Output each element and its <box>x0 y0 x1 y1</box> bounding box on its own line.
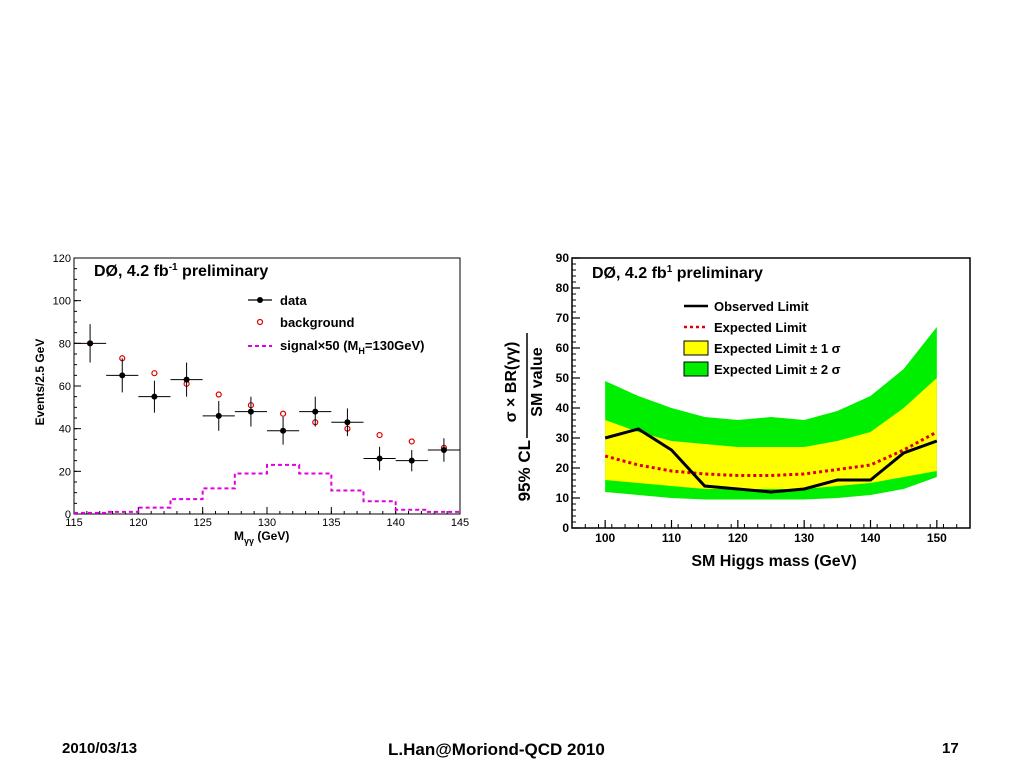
legend-band2-swatch <box>683 361 709 377</box>
legend-expected-label: Expected Limit <box>714 320 807 335</box>
footer-date: 2010/03/13 <box>62 740 138 757</box>
data-point <box>312 408 319 415</box>
left-x-tick-label: 145 <box>451 517 469 529</box>
right-y-axis-label: 95% CL σ × BR(γγ) SM value <box>503 333 546 501</box>
data-point <box>183 376 190 383</box>
left-y-tick-label: 60 <box>59 381 71 393</box>
right-y-tick-label: 50 <box>556 371 570 385</box>
legend-background-marker <box>256 318 264 326</box>
right-x-axis-label: SM Higgs mass (GeV) <box>691 553 856 570</box>
expected-limit-line <box>604 430 938 477</box>
footer-page-number: 17 <box>942 740 959 757</box>
signal-histogram <box>74 463 460 514</box>
right-y-tick-label: 90 <box>556 251 570 265</box>
data-point <box>215 412 222 419</box>
data-point <box>247 408 254 415</box>
right-y-tick-label: 20 <box>556 461 570 475</box>
background-point <box>408 438 415 445</box>
legend-band2-label: Expected Limit ± 2 σ <box>714 362 841 377</box>
legend-signal-label: signal×50 (MH=130GeV) <box>280 338 425 356</box>
left-y-tick-label: 0 <box>65 509 71 521</box>
data-point <box>151 393 158 400</box>
left-x-tick-label: 125 <box>193 517 211 529</box>
right-x-tick-label: 130 <box>794 531 814 545</box>
legend-data-label: data <box>280 293 308 308</box>
right-x-tick-label: 100 <box>595 531 615 545</box>
left-chart-title: DØ, 4.2 fb-1 preliminary <box>94 262 268 280</box>
right-x-tick-label: 110 <box>662 531 682 545</box>
data-point <box>87 340 94 347</box>
legend-band1-swatch <box>683 340 709 356</box>
data-point <box>376 455 383 462</box>
data-point <box>280 427 287 434</box>
data-point <box>119 372 126 379</box>
right-y-tick-label: 40 <box>556 401 570 415</box>
background-point <box>279 410 287 417</box>
left-chart-panel: 115 120 125 130 135 140 145 0 20 40 60 80 100 120 DØ,… <box>28 246 484 546</box>
left-y-tick-label: 80 <box>59 338 71 350</box>
right-y-axis-prefix: 95% CL <box>515 440 534 501</box>
left-y-tick-label: 120 <box>53 253 71 265</box>
left-plot-frame <box>73 257 461 515</box>
footer-center-text: L.Han@Moriond-QCD 2010 <box>388 740 605 759</box>
right-y-axis-denominator: SM value <box>529 347 546 416</box>
band-1-sigma <box>605 378 937 489</box>
right-y-axis-numerator: σ × BR(γγ) <box>503 342 520 423</box>
legend-data-marker <box>257 297 263 303</box>
left-x-tick-label: 140 <box>386 517 404 529</box>
right-x-tick-label: 120 <box>728 531 748 545</box>
right-x-tick-label: 140 <box>860 531 880 545</box>
left-x-tick-label: 120 <box>129 517 147 529</box>
right-x-tick-label: 150 <box>927 531 947 545</box>
right-legend: Observed Limit Expected Limit Expected L… <box>683 299 841 377</box>
right-y-tick-label: 30 <box>556 431 570 445</box>
right-chart-title: DØ, 4.2 fb1 preliminary <box>592 264 763 282</box>
background-point <box>215 391 222 398</box>
invariant-mass-chart: 115 120 125 130 135 140 145 0 20 40 60 80 100 120 DØ,… <box>33 253 469 546</box>
left-y-tick-label: 100 <box>53 296 71 308</box>
right-y-tick-label: 60 <box>556 341 570 355</box>
data-point <box>408 457 415 464</box>
background-point <box>151 370 158 377</box>
left-y-axis-label: Events/2.5 GeV <box>33 339 47 426</box>
left-x-tick-label: 115 <box>65 517 83 529</box>
left-legend: data background signal×50 (MH=130GeV) <box>248 293 425 356</box>
left-y-tick-label: 40 <box>59 424 71 436</box>
legend-background-label: background <box>280 315 354 330</box>
right-chart-panel: 100 110 120 130 140 150 0 10 20 30 40 50 60 70 80 90 DØ… <box>494 248 974 578</box>
data-point <box>440 447 447 453</box>
background-point <box>376 431 383 439</box>
right-y-tick-label: 10 <box>556 491 570 505</box>
observed-limit-line <box>604 427 938 494</box>
right-y-tick-label: 70 <box>556 311 570 325</box>
left-x-axis-label: Mγγ (GeV) <box>234 529 289 546</box>
left-x-tick-label: 130 <box>258 517 276 529</box>
left-x-tick-label: 135 <box>322 517 340 529</box>
right-y-tick-label: 80 <box>556 281 570 295</box>
left-y-tick-label: 20 <box>59 466 71 478</box>
right-y-tick-label: 0 <box>562 521 569 535</box>
data-point <box>344 419 351 426</box>
legend-observed-label: Observed Limit <box>714 299 809 314</box>
legend-band1-label: Expected Limit ± 1 σ <box>714 341 841 356</box>
limit-chart: 100 110 120 130 140 150 0 10 20 30 40 50 60 70 80 90 DØ… <box>503 251 971 570</box>
